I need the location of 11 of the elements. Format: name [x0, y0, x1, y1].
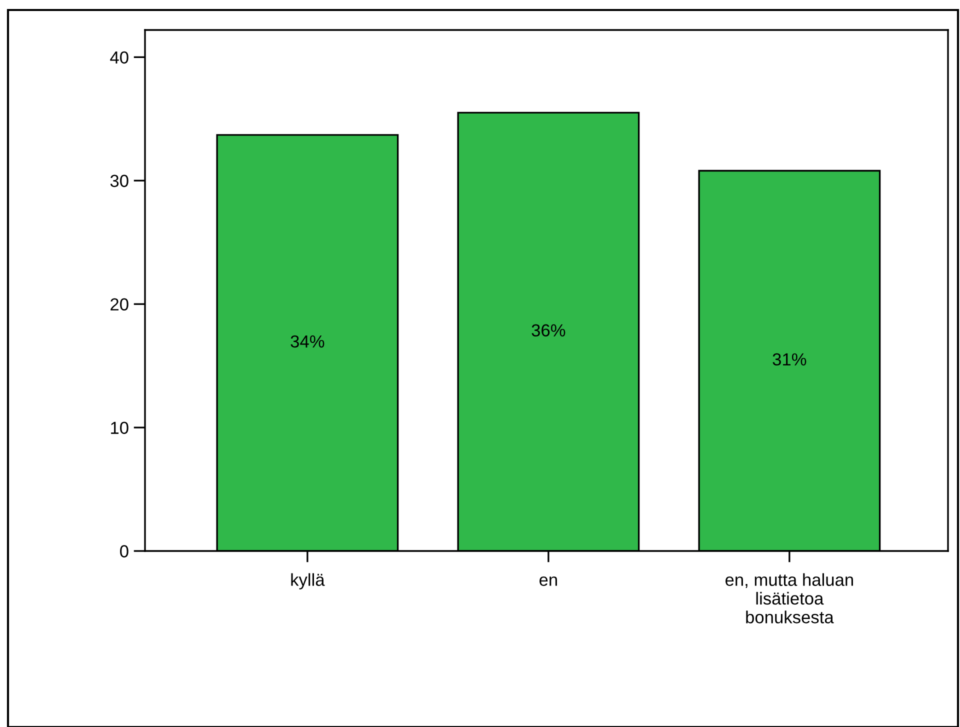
data-label: 36% [532, 324, 566, 337]
y-tick-label: 20 [110, 298, 128, 311]
y-tick-label: 0 [120, 545, 128, 558]
data-label: 34% [290, 335, 324, 348]
data-label: 31% [772, 353, 806, 366]
y-tick-label: 30 [110, 174, 128, 188]
y-tick-label: 40 [110, 51, 128, 64]
x-tick-label: en, mutta haluan lisätietoa bonuksesta [726, 573, 853, 624]
x-tick-label: kyllä [291, 573, 325, 590]
y-tick-label: 10 [111, 422, 128, 434]
x-tick-label: en [540, 576, 557, 586]
